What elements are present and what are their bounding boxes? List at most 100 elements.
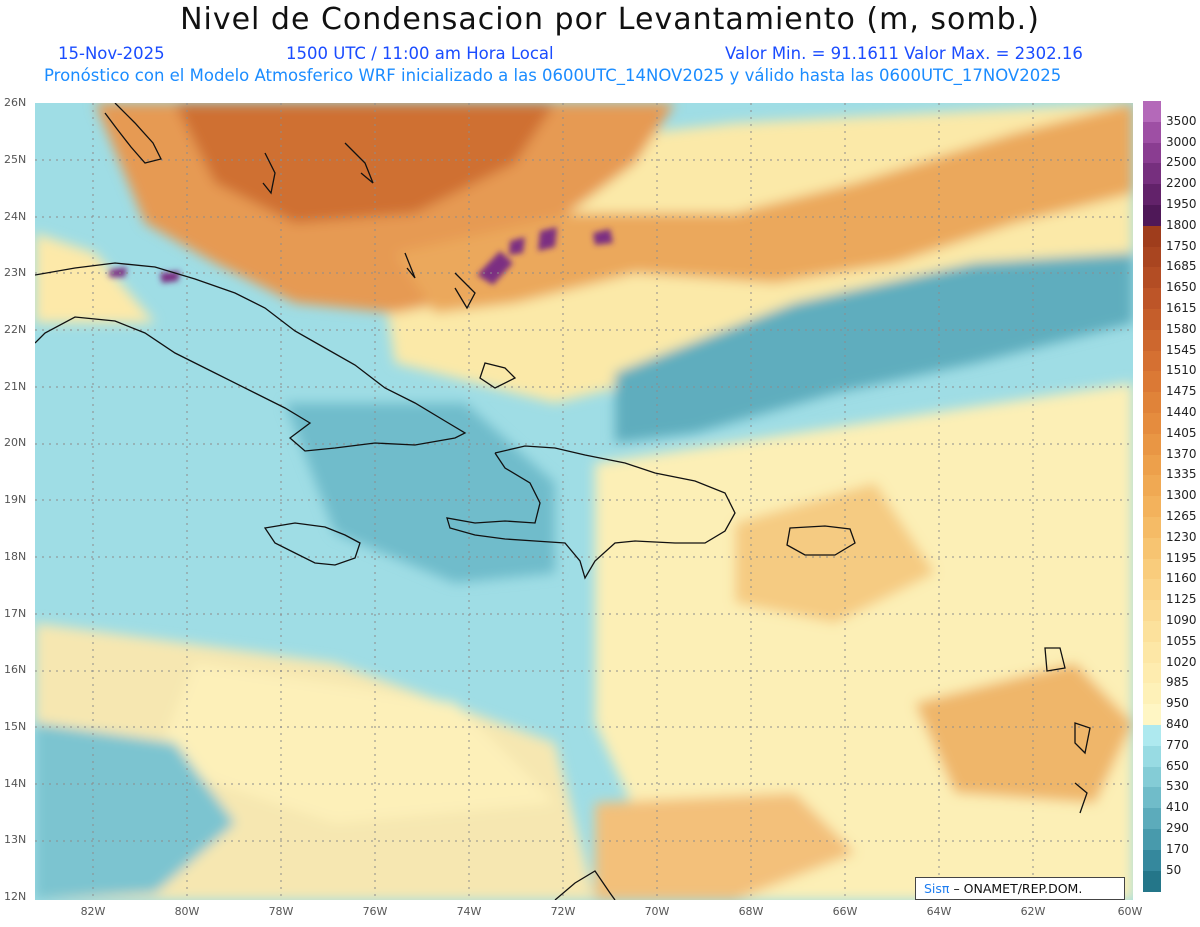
lon-label: 76W	[362, 905, 388, 918]
colorbar-label: 1800	[1166, 217, 1197, 232]
colorbar-label: 1650	[1166, 280, 1197, 295]
colorbar-swatch	[1143, 517, 1161, 539]
colorbar-label: 50	[1166, 862, 1182, 877]
colorbar-swatch	[1143, 413, 1161, 435]
colorbar-swatch	[1143, 329, 1161, 352]
sispi-logo: Sisπ	[924, 881, 950, 896]
colorbar-swatch	[1143, 537, 1161, 560]
colorbar-label: 1020	[1166, 654, 1197, 669]
lesser-antilles-1	[1044, 647, 1066, 672]
colorbar-label: 1300	[1166, 488, 1197, 503]
lesser-antilles-2	[1074, 722, 1091, 755]
florida-coast	[104, 103, 162, 164]
colorbar-label: 1510	[1166, 363, 1197, 378]
lat-label: 26N	[4, 96, 27, 109]
colorbar-label: 1370	[1166, 446, 1197, 461]
colorbar-label: 1335	[1166, 467, 1197, 482]
colorbar-swatch	[1143, 246, 1161, 268]
colorbar-swatch	[1143, 288, 1161, 310]
cuba-coast	[35, 262, 467, 452]
lat-label: 21N	[4, 380, 27, 393]
high-lcl-spots	[109, 227, 613, 285]
colorbar-label: 1950	[1166, 197, 1197, 211]
colorbar-swatch	[1143, 662, 1161, 684]
graticule	[35, 103, 1133, 900]
lon-label: 66W	[832, 905, 858, 918]
lat-label: 17N	[4, 607, 27, 620]
lat-label: 15N	[4, 720, 27, 733]
lat-label: 19N	[4, 493, 27, 506]
lat-label: 18N	[4, 550, 27, 563]
colorbar-label: 1750	[1166, 238, 1197, 253]
map-title: Nivel de Condensacion por Levantamiento …	[180, 2, 1040, 37]
colorbar-label: 840	[1166, 717, 1189, 731]
colorbar-swatch	[1143, 475, 1161, 497]
colorbar-swatch	[1143, 766, 1161, 788]
lcl-shading	[35, 103, 1133, 900]
min-max-label: Valor Min. = 91.1611 Valor Max. = 2302.1…	[725, 44, 1083, 63]
colorbar-swatch	[1143, 829, 1161, 851]
colorbar-swatch	[1143, 184, 1161, 206]
lesser-antilles-3	[1074, 782, 1088, 814]
colorbar-label: 1405	[1166, 425, 1197, 440]
colorbar-swatch	[1143, 579, 1161, 601]
colorbar-label: 1580	[1166, 321, 1197, 336]
colorbar-label: 1195	[1166, 550, 1197, 565]
lon-label: 78W	[268, 905, 294, 918]
colorbar-swatch	[1143, 683, 1161, 705]
colorbar-label: 1265	[1166, 509, 1197, 523]
turks	[479, 362, 517, 389]
colorbar-label: 170	[1166, 841, 1189, 856]
colorbar-label: 1440	[1166, 405, 1197, 419]
colorbar-swatch	[1143, 163, 1161, 185]
colorbar-label: 290	[1166, 821, 1189, 835]
colorbar-label: 1685	[1166, 259, 1197, 274]
hispaniola-coast	[446, 445, 736, 580]
colorbar-label: 530	[1166, 779, 1189, 794]
colorbar-label: 985	[1166, 675, 1189, 690]
lon-label: 68W	[738, 905, 764, 918]
lon-label: 62W	[1020, 905, 1046, 918]
colorbar-swatch	[1143, 558, 1161, 580]
jamaica-coast	[263, 522, 361, 566]
colorbar-swatch	[1143, 849, 1161, 872]
colorbar-label: 2200	[1166, 176, 1197, 191]
colorbar-label: 3500	[1166, 113, 1197, 128]
lat-label: 12N	[4, 890, 27, 903]
lat-label: 20N	[4, 436, 27, 449]
colorbar-swatch	[1143, 454, 1161, 476]
colorbar-swatch	[1143, 745, 1161, 768]
lat-label: 25N	[4, 153, 27, 166]
lat-label: 23N	[4, 266, 27, 279]
lon-label: 82W	[80, 905, 106, 918]
colorbar-swatch	[1143, 267, 1161, 289]
colorbar-label: 1545	[1166, 342, 1197, 357]
lat-label: 13N	[4, 833, 27, 846]
colorbar-swatch	[1143, 350, 1161, 372]
colorbar-label: 2500	[1166, 155, 1197, 170]
lon-label: 80W	[174, 905, 200, 918]
colorbar-swatch	[1143, 704, 1161, 726]
lon-label: 60W	[1117, 905, 1143, 918]
lon-label: 64W	[926, 905, 952, 918]
lat-label: 24N	[4, 210, 27, 223]
time-label: 1500 UTC / 11:00 am Hora Local	[286, 44, 554, 63]
colorbar-label: 3000	[1166, 134, 1197, 149]
colorbar-swatch	[1143, 787, 1161, 809]
bahamas-3	[404, 252, 416, 279]
colorbar-label: 1125	[1166, 592, 1197, 607]
colorbar-label: 650	[1166, 758, 1189, 773]
colorbar-label: 410	[1166, 800, 1189, 815]
lat-label: 14N	[4, 777, 27, 790]
colorbar-swatch	[1143, 433, 1161, 456]
venezuela-coast	[554, 870, 616, 900]
colorbar-label: 1160	[1166, 571, 1197, 586]
colorbar-swatch	[1143, 621, 1161, 643]
lon-label: 74W	[456, 905, 482, 918]
lat-label: 16N	[4, 663, 27, 676]
lat-label: 22N	[4, 323, 27, 336]
bahamas-1	[262, 152, 276, 195]
colorbar-label: 1055	[1166, 633, 1197, 648]
credit-box: Sisπ – ONAMET/REP.DOM.	[915, 877, 1125, 900]
colorbar-label: 1475	[1166, 384, 1197, 399]
